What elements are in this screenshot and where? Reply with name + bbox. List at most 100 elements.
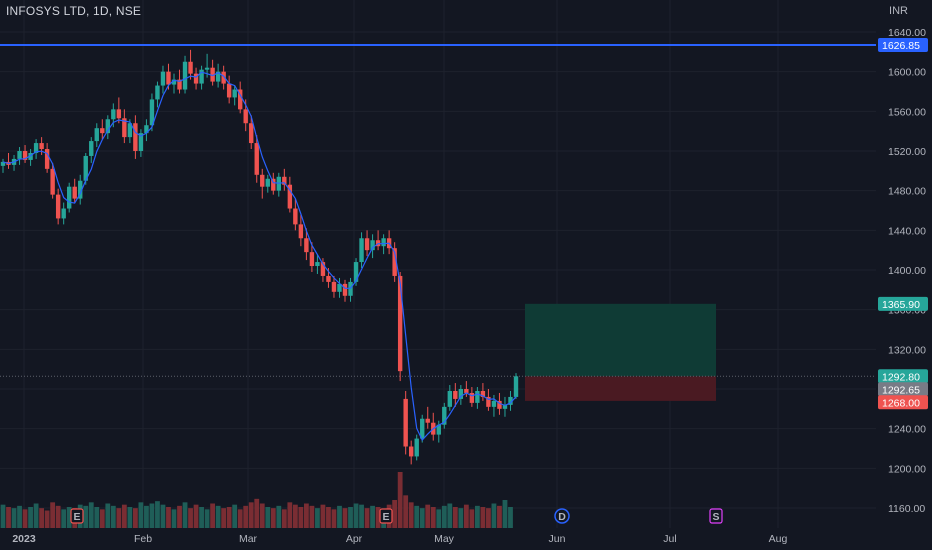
candle-body [254,143,259,175]
candle-body [458,389,464,399]
candle-body [309,252,315,267]
price-axis[interactable]: 1160.001200.001240.001280.001320.001360.… [888,27,926,515]
time-tick-label: May [434,533,455,545]
volume-bar [99,509,105,528]
volume-bar [44,510,50,528]
event-earnings-icon: E [70,508,84,524]
candle-body [122,118,127,138]
price-tick-label: 1320.00 [888,344,926,356]
volume-bar [364,508,370,528]
target-zone[interactable] [525,303,716,377]
candle-body [403,398,408,447]
volume-bar [419,508,425,528]
candle-body [133,123,138,151]
volume-bar [193,504,199,528]
event-badge [379,508,393,524]
candle-body [66,186,72,209]
time-tick-label: Aug [769,533,788,545]
candle-body [364,238,370,251]
candle-body [436,424,441,435]
volume-bar [265,507,271,528]
volume-bar [303,503,309,528]
candle-body [50,168,55,195]
volume-bar [480,507,486,528]
candle-body [293,208,298,225]
candle-body [221,71,226,84]
candle-body [414,438,419,457]
candle-body [502,404,508,409]
volume-bar [127,507,133,528]
price-tick-label: 1600.00 [888,67,926,79]
candle-body [188,61,193,74]
time-tick-label: Jul [663,533,676,545]
volume-bar [326,507,331,528]
time-axis[interactable]: 2023 Feb Mar Apr May Jun Jul Aug [12,533,787,545]
volume-bar [177,505,182,528]
price-tag-label: 1626.85 [882,40,920,52]
candle-body [171,79,177,85]
grid-lines [0,0,876,528]
candle-body [144,125,149,134]
volume-bar [132,508,138,528]
candle-body [480,390,486,397]
volume-bar [155,501,160,528]
candle-body [226,83,232,98]
volume-bar [110,505,116,528]
dividend-icon-ring [554,508,570,524]
volume-bar [138,502,144,528]
event-dividend-icon: D [554,508,570,524]
candle-body [138,133,144,151]
price-tick-label: 1400.00 [888,265,926,277]
price-tag-label: 1365.90 [882,299,920,311]
price-tag [878,382,928,397]
event-badge [709,508,723,524]
price-tag-label: 1292.65 [882,384,920,396]
volume-bar [359,504,364,528]
candle-body [326,275,331,282]
volume-bar [105,503,111,528]
volume-bar [61,509,67,528]
volume-bar [22,509,28,528]
volume-bar [55,505,61,528]
volume-bar [508,507,513,528]
price-tag-label: 1292.80 [882,371,920,383]
candle-body [44,149,50,169]
volume-bar [331,509,337,528]
candle-body [486,396,491,407]
volume-bar [199,507,204,528]
volume-bar [348,507,353,528]
candle-body [155,85,160,100]
volume-bar [502,500,508,528]
candle-body [78,180,83,199]
volume-bar [337,505,342,528]
price-tick-label: 1160.00 [888,503,925,515]
volume-bar [342,508,348,528]
candle-body [469,392,475,403]
volume-bar [287,502,293,528]
candle-body [508,396,513,405]
volume-bar [276,505,282,528]
event-label: S [712,511,719,523]
volume-bar [298,507,304,528]
volume-bar [403,495,409,528]
volume-bar [226,507,232,528]
candle-body [298,224,304,239]
volume-bar [447,503,453,528]
volume-bar [248,502,254,528]
candle-body [105,119,111,134]
volume-bar [463,504,469,528]
volume-bar [39,508,45,528]
volume-bar [436,509,442,528]
price-tag [878,395,928,410]
stop-loss-zone[interactable] [525,376,716,401]
candle-body [193,73,199,84]
candle-body [491,400,497,407]
volume-bar [88,502,94,528]
candlestick-series [0,49,519,465]
candle-body [447,390,453,407]
candle-body [55,194,61,219]
volume-bar [237,509,243,528]
candle-body [353,262,359,282]
candle-body [497,400,502,409]
